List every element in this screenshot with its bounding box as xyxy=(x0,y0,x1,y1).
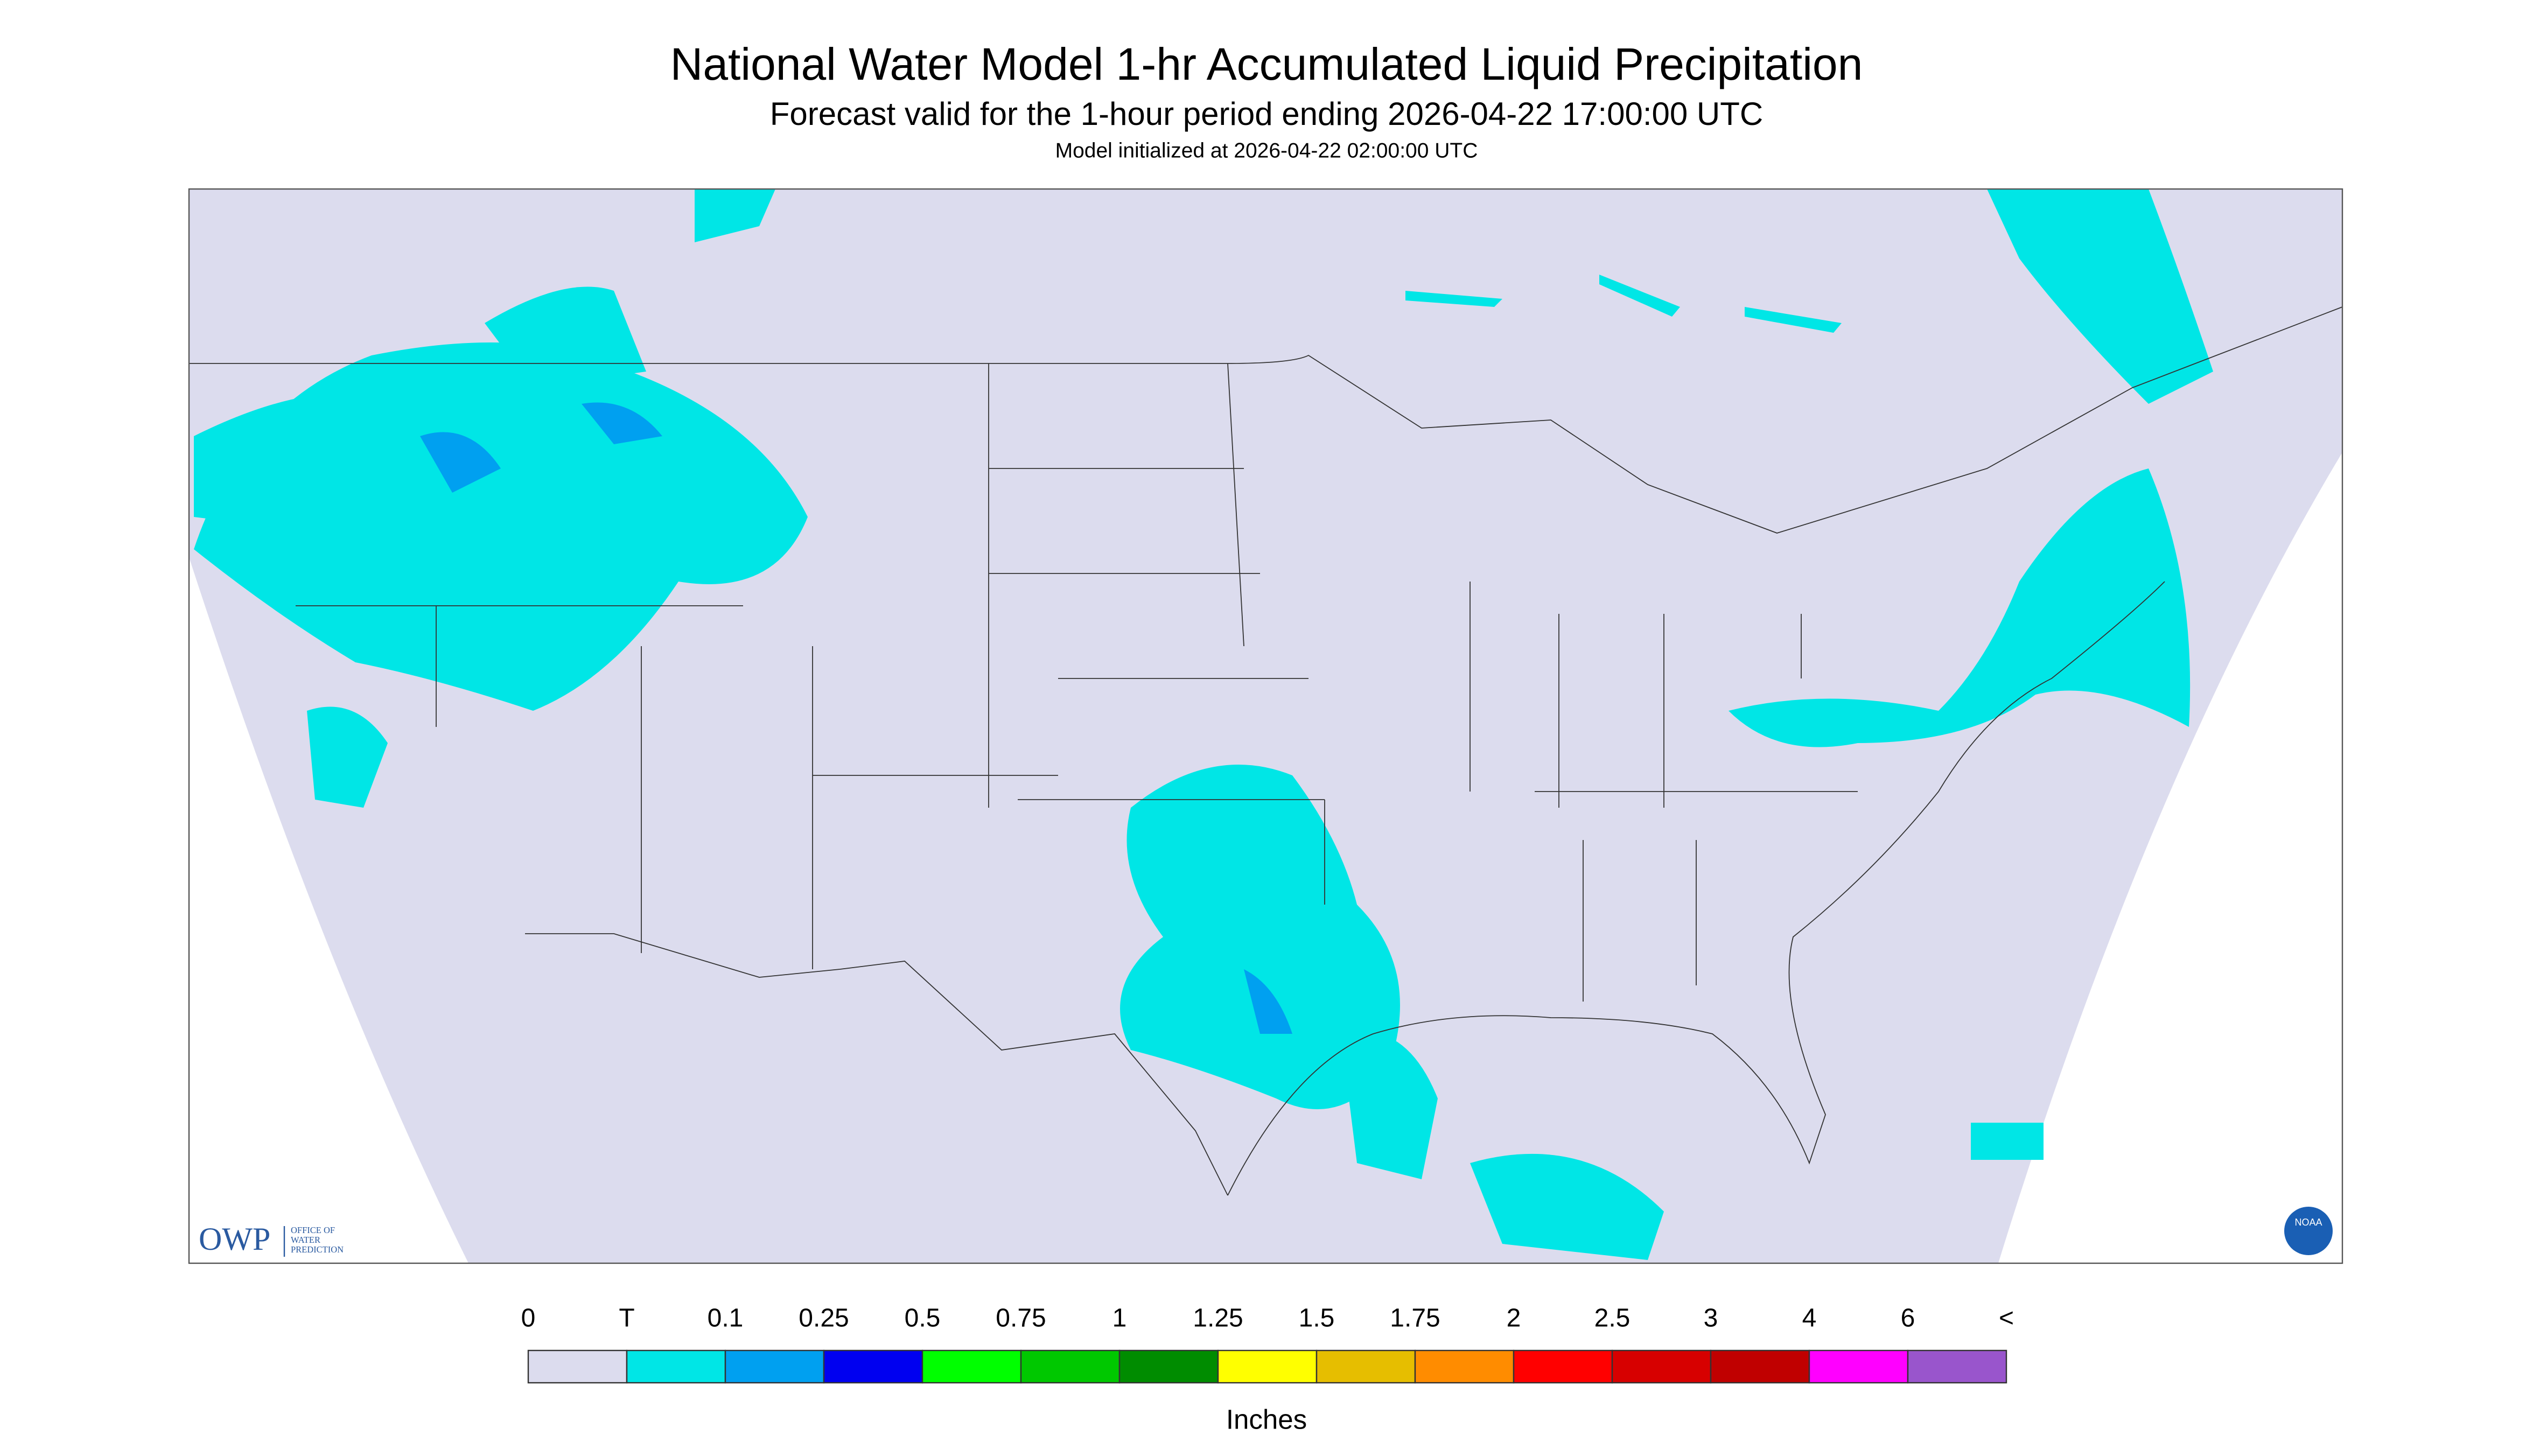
legend-label: 1.75 xyxy=(1390,1304,1440,1333)
legend-label: 2 xyxy=(1507,1304,1521,1333)
legend-label: 0 xyxy=(521,1304,536,1333)
legend-swatch xyxy=(1217,1349,1318,1384)
logo-acronym: OWP xyxy=(199,1221,270,1257)
legend-swatch xyxy=(823,1349,923,1384)
precip-bc xyxy=(485,286,646,388)
init-note: Model initialized at 2026-04-22 02:00:00… xyxy=(1055,139,1478,162)
legend-label: 1.25 xyxy=(1193,1304,1243,1333)
coastline xyxy=(1227,581,2165,1196)
title: National Water Model 1-hr Accumulated Li… xyxy=(670,39,1863,89)
legend-label: 0.1 xyxy=(708,1304,744,1333)
legend: 0 T 0.1 0.25 0.5 0.75 1 1.25 1.5 1.75 2 2.5 3 4 6 < xyxy=(521,1304,2014,1384)
precip-gulf xyxy=(1341,1031,1438,1180)
precip-areas xyxy=(194,189,2213,1261)
legend-label: 6 xyxy=(1901,1304,1915,1333)
legend-label: < xyxy=(1999,1304,2014,1333)
agency-name: NOAA xyxy=(2294,1217,2322,1228)
legend-label: 3 xyxy=(1704,1304,1718,1333)
precip-coast xyxy=(194,393,404,534)
legend-label: 1 xyxy=(1112,1304,1127,1333)
precip-ca xyxy=(307,706,388,808)
precip-ne xyxy=(1729,468,2191,747)
logo-line: OFFICE OF xyxy=(291,1225,335,1235)
legend-swatch xyxy=(1907,1349,2007,1384)
state-borders xyxy=(296,363,1858,1002)
legend-unit: Inches xyxy=(1226,1404,1307,1434)
legend-swatch xyxy=(1513,1349,1613,1384)
legend-swatch xyxy=(1118,1349,1219,1384)
precip-south xyxy=(1120,765,1400,1110)
agency-logo xyxy=(2284,1207,2333,1256)
precip-gulf-2 xyxy=(1470,1153,1664,1261)
legend-label: 1.5 xyxy=(1299,1304,1335,1333)
mexico-border xyxy=(525,933,1228,1196)
legend-swatch xyxy=(1710,1349,1810,1384)
legend-swatch xyxy=(921,1349,1022,1384)
precip-alberta xyxy=(695,189,775,243)
legend-swatch xyxy=(1020,1349,1121,1384)
legend-label: 0.5 xyxy=(905,1304,941,1333)
legend-swatch xyxy=(724,1349,825,1384)
legend-label: T xyxy=(619,1304,634,1333)
precip-canada-bands xyxy=(1405,275,1842,333)
legend-swatch xyxy=(626,1349,726,1384)
logo-line: WATER xyxy=(291,1235,320,1245)
legend-swatch xyxy=(527,1349,628,1384)
legend-label: 0.25 xyxy=(799,1304,849,1333)
boundaries xyxy=(189,306,2343,1196)
legend-label: 0.75 xyxy=(996,1304,1046,1333)
logo-line: PREDICTION xyxy=(291,1244,344,1255)
legend-swatch xyxy=(1808,1349,1909,1384)
legend-label: 4 xyxy=(1802,1304,1817,1333)
legend-label: 2.5 xyxy=(1594,1304,1631,1333)
legend-swatch xyxy=(1611,1349,1712,1384)
precip-atlantic xyxy=(1971,1123,2044,1160)
legend-swatch xyxy=(1316,1349,1416,1384)
subtitle: Forecast valid for the 1-hour period end… xyxy=(770,96,1763,132)
precip-quebec xyxy=(1987,189,2213,404)
map-frame xyxy=(188,188,2343,1264)
legend-swatch xyxy=(1414,1349,1515,1384)
canada-border xyxy=(189,306,2343,534)
